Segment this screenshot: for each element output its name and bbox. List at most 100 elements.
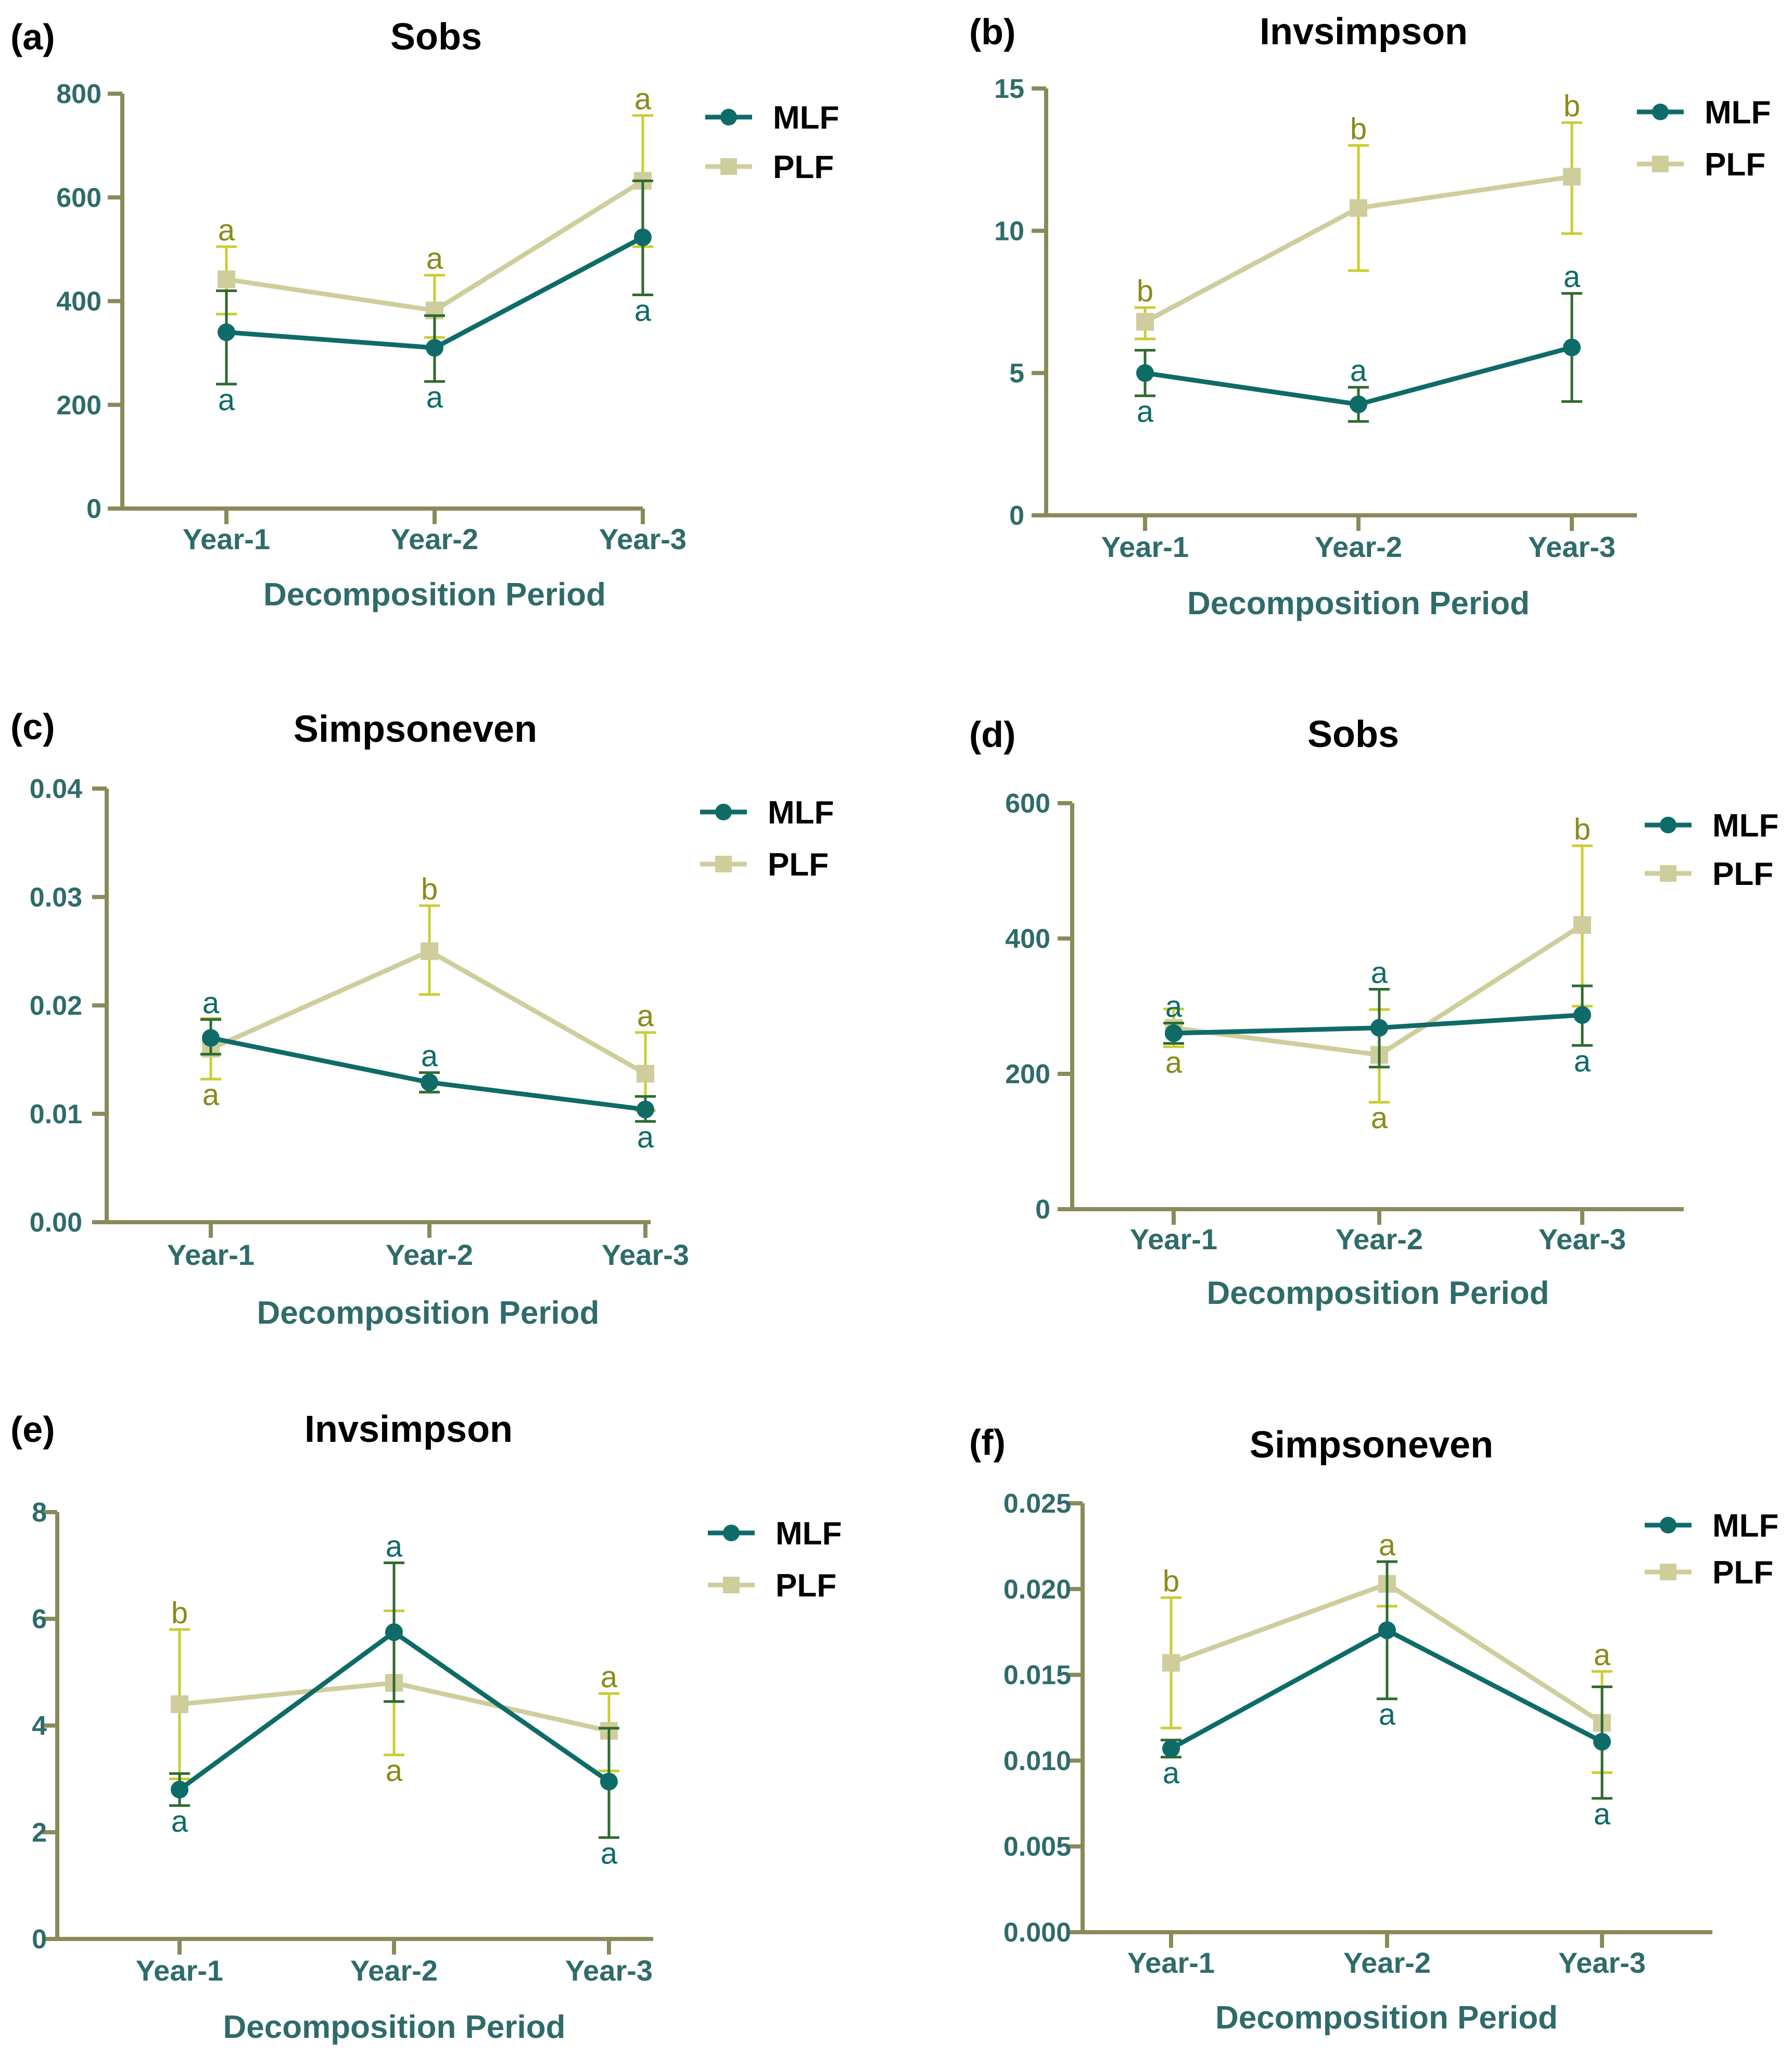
legend-label-mlf: MLF [773, 100, 839, 136]
y-tick-label: 600 [1005, 789, 1050, 819]
data-point-mlf [1162, 1740, 1180, 1758]
legend-label-plf: PLF [1712, 856, 1773, 892]
data-point-plf [1136, 313, 1154, 331]
chart-title: Sobs [390, 16, 482, 58]
chart-title: Invsimpson [1260, 11, 1468, 53]
chart-title: Simpsoneven [1250, 1424, 1493, 1466]
legend-label-plf: PLF [1712, 1555, 1773, 1591]
data-point-mlf [1593, 1733, 1611, 1751]
significance-letter: a [637, 999, 654, 1033]
legend: MLF PLF [1645, 1508, 1778, 1591]
x-tick-label: Year-2 [1343, 1946, 1431, 1979]
chart-panel-4: (d) Sobs 0 200 400 600 Year-1 Year-2 Year-3 Decom… [969, 714, 1778, 1311]
y-tick-label: 0.04 [30, 774, 82, 804]
y-tick-label: 0 [1009, 501, 1024, 531]
significance-letter: a [634, 294, 652, 328]
series-mlf: a a a [200, 986, 656, 1154]
data-point-mlf [171, 1781, 188, 1798]
significance-letter: b [1574, 813, 1591, 846]
legend-label-plf: PLF [776, 1568, 836, 1604]
chart-title: Simpsoneven [294, 708, 537, 750]
series-mlf: a a a [1161, 1560, 1612, 1831]
significance-letter: a [601, 1836, 618, 1870]
x-axis-title: Decomposition Period [1187, 586, 1530, 622]
significance-letter: a [1594, 1638, 1611, 1672]
y-tick-label: 0.015 [1003, 1660, 1071, 1691]
panel-label: (b) [969, 11, 1015, 52]
significance-letter: a [386, 1529, 403, 1563]
x-tick-label: Year-1 [1127, 1946, 1215, 1979]
y-tick-label: 15 [994, 74, 1024, 104]
x-tick-label: Year-1 [1130, 1223, 1217, 1256]
chart-panel-2: (b) Invsimpson 0 5 10 15 Year-1 Year-2 Year-3 Dec… [969, 11, 1771, 622]
data-point-plf [1573, 916, 1591, 934]
x-tick-label: Year-3 [599, 523, 687, 555]
y-tick-label: 0 [32, 1924, 47, 1955]
y-tick-label: 200 [1005, 1059, 1050, 1089]
x-tick-label: Year-3 [1528, 530, 1616, 563]
significance-letter: a [601, 1660, 618, 1694]
chart-panel-3: (c) Simpsoneven 0.00 0.01 0.02 0.03 0.04 Year-1… [10, 706, 834, 1331]
y-tick-label: 0.02 [30, 991, 82, 1021]
significance-letter: b [1137, 274, 1153, 308]
x-axis-title: Decomposition Period [1215, 2000, 1558, 2036]
data-point-mlf [600, 1772, 618, 1791]
significance-letter: a [1379, 1698, 1396, 1732]
series-mlf: a a a [169, 1529, 619, 1870]
x-tick-label: Year-2 [391, 523, 478, 555]
x-tick-label: Year-3 [565, 1954, 653, 1987]
y-tick-label: 0.020 [1003, 1575, 1071, 1605]
chart-panel-6: (f) Simpsoneven 0.000 0.005 0.010 0.015 0.020 0… [969, 1422, 1778, 2036]
x-tick-label: Year-1 [1101, 530, 1189, 563]
x-tick-label: Year-2 [1336, 1223, 1423, 1256]
data-point-plf [637, 1064, 654, 1083]
significance-letter: a [1163, 1756, 1180, 1790]
significance-letter: a [218, 213, 235, 247]
significance-letter: b [1163, 1564, 1179, 1598]
legend-label-mlf: MLF [776, 1516, 842, 1552]
significance-letter: b [1350, 112, 1367, 146]
data-point-mlf [1370, 1019, 1388, 1037]
significance-letter: a [426, 381, 443, 414]
y-tick-label: 8 [32, 1498, 47, 1528]
significance-letter: a [1564, 260, 1581, 294]
series-mlf: aaa [1163, 956, 1593, 1078]
legend: MLF PLF [708, 1516, 842, 1604]
panel-label: (f) [969, 1422, 1006, 1463]
significance-letter: a [1137, 395, 1154, 428]
data-point-mlf [1350, 395, 1367, 413]
x-tick-label: Year-2 [386, 1238, 473, 1271]
legend-marker-plf [1660, 865, 1676, 882]
panel-label: (a) [10, 17, 55, 57]
data-point-mlf [1165, 1024, 1183, 1042]
panel-label: (c) [10, 706, 55, 747]
significance-letter: a [426, 242, 443, 276]
y-tick-label: 2 [32, 1818, 47, 1848]
y-tick-label: 0 [86, 494, 101, 524]
legend-marker-plf [1652, 156, 1669, 172]
significance-letter: a [637, 1120, 654, 1154]
legend-label-plf: PLF [768, 847, 829, 883]
significance-letter: a [1371, 956, 1388, 990]
legend-label-plf: PLF [1705, 147, 1765, 183]
significance-letter: a [202, 986, 220, 1020]
data-point-mlf [1136, 364, 1154, 382]
significance-letter: a [1371, 1101, 1388, 1135]
data-point-plf [421, 942, 438, 960]
x-tick-label: Year-3 [1558, 1946, 1646, 1979]
significance-letter: a [171, 1805, 188, 1838]
legend: MLF PLF [705, 100, 839, 185]
y-tick-label: 0.03 [30, 882, 82, 912]
y-tick-label: 0.000 [1003, 1918, 1071, 1948]
legend-marker-mlf [1652, 104, 1669, 120]
data-point-mlf [421, 1073, 438, 1092]
significance-letter: a [1165, 990, 1183, 1024]
x-axis-title: Decomposition Period [223, 2009, 566, 2045]
significance-letter: a [218, 383, 235, 417]
significance-letter: a [1165, 1046, 1183, 1080]
legend-marker-mlf [1660, 1517, 1676, 1533]
legend-marker-mlf [715, 804, 732, 820]
data-point-plf [171, 1695, 188, 1713]
data-point-mlf [202, 1029, 220, 1047]
